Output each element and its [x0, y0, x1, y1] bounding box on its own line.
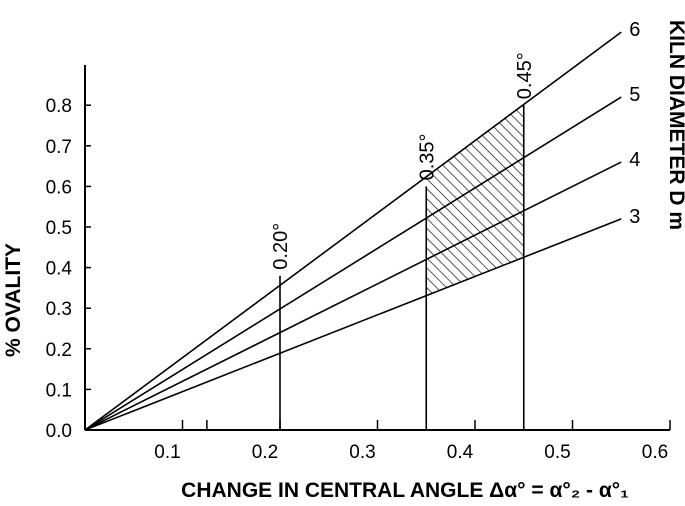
- series-line-6: [84, 31, 622, 431]
- y-tick-label: 0.5: [46, 218, 72, 239]
- y-tick-label: 0.7: [46, 137, 72, 158]
- x-tick-label: 0.5: [544, 442, 570, 463]
- series-line-4: [84, 161, 622, 431]
- x-tick-label: 0.3: [349, 442, 375, 463]
- x-tick-label: 0.6: [642, 442, 668, 463]
- x-tick-label: 0.2: [252, 442, 278, 463]
- y-axis-title: % OVALITY: [2, 243, 25, 357]
- y-tick-label: 0.8: [46, 96, 72, 117]
- y-tick-label: 0.0: [46, 421, 72, 442]
- y-tick-label: 0.2: [46, 340, 72, 361]
- angle-label: 0.20°: [270, 223, 292, 270]
- x-tick-label: 0.1: [154, 442, 180, 463]
- y-tick-label: 0.1: [46, 380, 72, 401]
- legend-title: KILN DIAMETER D m: [665, 20, 685, 230]
- series-line-5: [84, 96, 622, 431]
- series-label-4: 4: [629, 149, 640, 171]
- series-label-5: 5: [629, 84, 640, 106]
- x-axis-title: CHANGE IN CENTRAL ANGLE Δα° = α°₂ - α°₁: [181, 479, 629, 502]
- y-tick-label: 0.6: [46, 177, 72, 198]
- series-label-3: 3: [629, 206, 640, 228]
- y-tick-label: 0.4: [46, 259, 73, 280]
- x-tick-label: 0.4: [447, 442, 474, 463]
- angle-label: 0.35°: [416, 133, 438, 180]
- angle-label: 0.45°: [514, 52, 536, 99]
- y-tick-label: 0.3: [46, 299, 72, 320]
- hatched-region: [426, 104, 524, 296]
- series-label-6: 6: [629, 19, 640, 41]
- series-line-3: [84, 218, 622, 431]
